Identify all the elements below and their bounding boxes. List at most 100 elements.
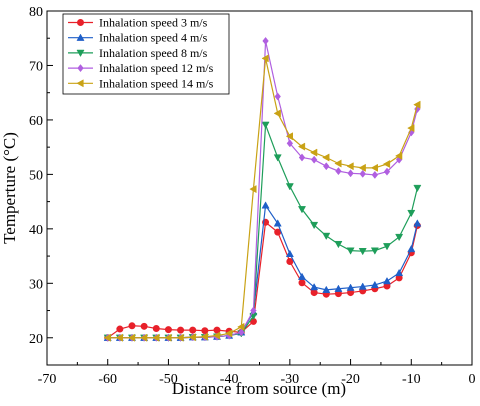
series-line [107,203,418,339]
data-point [298,279,306,287]
data-point [382,243,392,251]
data-point [273,109,281,118]
data-point [346,247,355,255]
legend-marker [76,79,84,88]
legend-item: Inhalation speed 3 m/s [68,16,208,30]
x-tick-label: -50 [159,372,178,387]
legend-label: Inhalation speed 3 m/s [99,16,208,30]
data-point [323,162,330,171]
data-point [334,159,342,168]
data-point [395,151,403,160]
x-tick-label: -20 [341,372,360,387]
data-point [188,333,196,342]
data-point [250,306,257,315]
y-axis-label: Temperture (°C) [0,132,19,244]
legend-item: Inhalation speed 4 m/s [68,31,208,45]
data-point [237,322,245,331]
legend-label: Inhalation speed 12 m/s [99,61,214,75]
y-tick-label: 40 [29,223,43,238]
data-point [128,322,136,330]
data-point [140,322,148,330]
data-point [261,121,270,129]
y-tick-label: 30 [29,277,43,292]
data-point [297,272,307,280]
data-point [310,221,319,230]
data-point [382,160,391,169]
x-tick-label: 0 [469,372,476,387]
legend-item: Inhalation speed 12 m/s [68,61,214,75]
data-point [310,155,318,164]
data-point [297,206,307,214]
data-point [347,169,354,178]
data-point [358,163,366,172]
x-axis-ticks: -70 -60 -50 -40 -30 -20 -10 0 [38,359,476,387]
data-point [286,258,294,266]
data-point [334,284,343,292]
data-point [322,232,331,241]
legend-marker [77,19,84,26]
legend-box [62,13,230,95]
data-point [358,248,367,256]
data-point [273,154,282,162]
data-point [261,201,270,209]
x-tick-label: -70 [38,372,57,387]
x-tick-label: -40 [220,372,239,387]
data-point [262,36,269,45]
data-point [346,162,354,171]
data-point [225,329,233,338]
data-point [335,167,342,176]
series-4 [103,54,421,342]
data-point [310,283,319,291]
data-point [200,332,208,341]
data-point [152,333,160,342]
legend-label: Inhalation speed 14 m/s [99,76,214,90]
data-point [310,289,318,297]
data-point [359,169,366,178]
data-point [322,153,330,162]
data-point [273,219,282,227]
data-point [395,268,404,277]
data-point [249,185,257,194]
legend-label: Inhalation speed 8 m/s [99,46,208,60]
data-point [370,280,379,289]
data-point [310,148,318,157]
data-point [285,183,294,191]
data-point [346,283,355,291]
y-tick-label: 80 [29,5,43,20]
data-point [127,333,136,342]
data-point [212,331,221,340]
y-tick-label: 50 [29,168,43,183]
legend-item: Inhalation speed 8 m/s [68,46,208,60]
data-point [413,184,422,193]
data-point [413,100,421,109]
data-point [286,139,294,148]
data-point [334,240,343,249]
data-point [285,132,293,141]
x-tick-label: -60 [98,372,117,387]
data-point [152,325,160,333]
data-point [164,333,172,342]
data-point [382,277,392,285]
data-point [358,282,367,290]
series-line [107,221,418,339]
data-point [103,333,111,342]
x-axis-label: Distance from source (m) [172,379,346,398]
data-point [371,170,379,179]
data-point [285,249,294,258]
data-point [370,247,379,255]
data-point [164,326,172,334]
legend-label: Inhalation speed 4 m/s [99,31,208,45]
data-point [370,163,378,172]
x-tick-label: -10 [402,372,421,387]
data-point [298,153,306,162]
x-tick-label: -30 [281,372,300,387]
data-point [177,326,185,334]
data-point [189,326,197,334]
data-point [238,328,245,337]
data-point [115,333,123,342]
data-point [274,92,281,101]
data-point [261,54,269,63]
data-point [140,333,148,342]
